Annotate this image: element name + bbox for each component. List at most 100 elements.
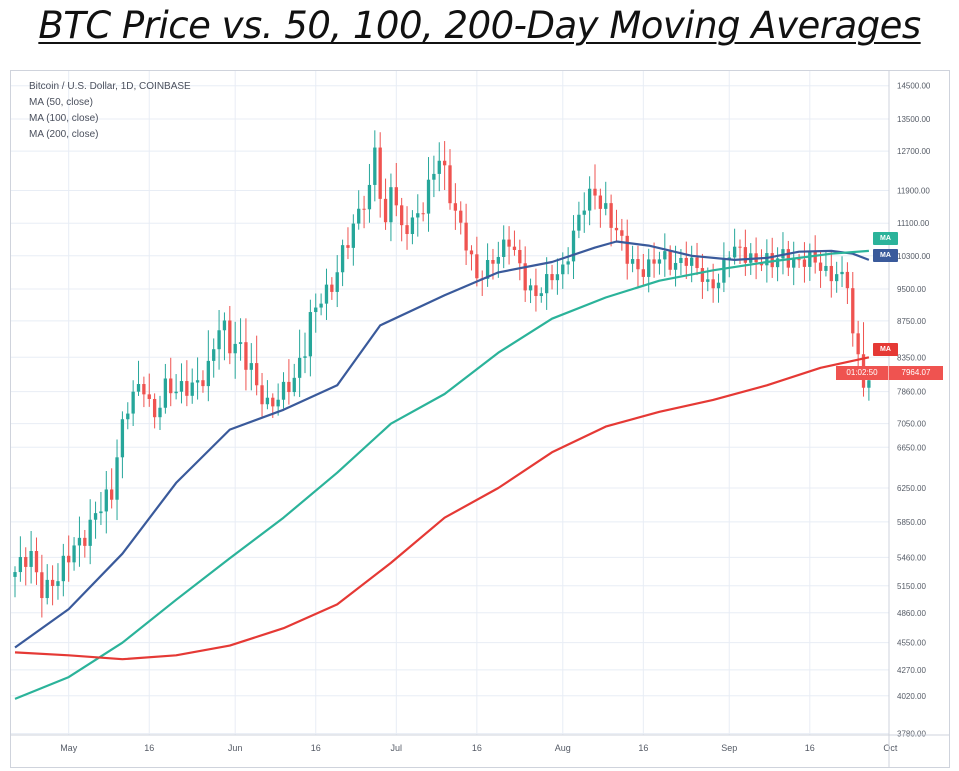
candle-down [523, 263, 527, 291]
candle-down [169, 378, 173, 394]
legend-ma100: MA (100, close) [29, 113, 99, 124]
candle-up [571, 230, 576, 262]
candle-up [324, 284, 329, 304]
candle-up [663, 251, 667, 260]
candle-up [840, 271, 844, 275]
candle-up [179, 381, 184, 392]
candle-up [657, 259, 662, 264]
candle-up [45, 579, 49, 599]
candle-up [104, 489, 108, 512]
candle-down [593, 188, 597, 196]
y-tick-label: 5460.00 [897, 553, 926, 562]
ma50-line [14, 240, 870, 649]
y-tick-label: 11100.00 [897, 219, 930, 228]
candle-down [700, 268, 705, 282]
candle-up [765, 253, 769, 266]
candle-up [217, 330, 221, 350]
candle-down [244, 342, 248, 370]
y-tick-label: 14500.00 [897, 82, 931, 91]
candle-up [276, 399, 280, 407]
candle-down [287, 381, 291, 393]
candle-down [818, 262, 823, 271]
candle-up [357, 208, 361, 224]
last-price-tag: 01:02:50 7964.07 [836, 366, 943, 380]
ma100-line [14, 249, 869, 700]
candle-down [598, 195, 603, 209]
ma200-price-tag: MA [873, 343, 898, 356]
candle-down [152, 398, 157, 418]
candle-down [668, 251, 672, 270]
candle-up [587, 188, 592, 211]
candle-up [582, 210, 586, 215]
x-tick-label: May [60, 743, 78, 753]
candle-up [136, 384, 141, 392]
candle-up [249, 363, 253, 370]
candle-down [459, 210, 463, 223]
candle-down [620, 230, 624, 236]
candle-up [319, 303, 323, 308]
candle-up [706, 279, 710, 282]
candle-up [389, 187, 393, 223]
candle-up [265, 397, 270, 405]
candle-down [802, 259, 807, 267]
candle-down [684, 257, 688, 266]
candle-up [120, 419, 125, 458]
candle-down [110, 489, 114, 500]
x-tick-label: 16 [144, 743, 154, 753]
candle-down [394, 187, 398, 206]
candle-up [496, 256, 500, 264]
candle-up [206, 360, 210, 387]
candle-up [867, 380, 871, 388]
candle-down [383, 198, 388, 223]
candle-up [314, 307, 318, 313]
candle-up [716, 282, 721, 289]
candle-down [228, 320, 232, 354]
x-tick-label: Aug [555, 743, 571, 753]
candle-up [238, 342, 243, 344]
candle-up [485, 260, 490, 279]
candle-down [469, 250, 474, 255]
candle-up [77, 537, 82, 546]
candle-down [641, 269, 645, 277]
candle-up [88, 519, 92, 546]
candle-down [625, 235, 629, 264]
candle-up [367, 184, 372, 210]
candle-down [255, 363, 259, 386]
y-tick-label: 9500.00 [897, 285, 926, 294]
candle-up [722, 259, 726, 283]
y-tick-label: 13500.00 [897, 115, 931, 124]
candle-down [271, 397, 275, 407]
candle-down [550, 274, 554, 281]
candle-down [330, 284, 334, 292]
candle-up [502, 239, 506, 257]
y-tick-label: 7050.00 [897, 420, 926, 429]
y-tick-label: 8350.00 [897, 353, 926, 362]
candle-down [201, 380, 205, 387]
legend-ma50: MA (50, close) [29, 97, 93, 108]
candle-up [72, 545, 76, 563]
axes: 3780.00 4020.00 4270.00 4550.00 4860.00 5150.… [11, 71, 949, 767]
candle-up [775, 258, 780, 268]
y-tick-label: 4020.00 [897, 692, 926, 701]
candle-down [142, 384, 146, 395]
candle-up [158, 407, 162, 418]
candle-down [856, 333, 860, 355]
candle-up [792, 259, 796, 268]
candle-down [362, 208, 366, 210]
candle-up [432, 173, 436, 180]
chart-panel[interactable]: 3780.00 4020.00 4270.00 4550.00 4860.00 5150.… [10, 70, 950, 768]
candle-down [40, 572, 44, 599]
candle-up [566, 261, 570, 265]
candle-up [190, 382, 194, 396]
price-chart[interactable]: 3780.00 4020.00 4270.00 4550.00 4860.00 5150.… [11, 71, 949, 767]
x-tick-label: 16 [805, 743, 815, 753]
candle-down [24, 557, 28, 567]
candle-down [453, 203, 458, 211]
candle-down [797, 259, 801, 261]
candle-down [400, 205, 404, 226]
x-tick-label: 16 [311, 743, 321, 753]
ma50-price-tag: MA [873, 249, 898, 262]
moving-averages [14, 240, 870, 700]
candle-down [475, 254, 479, 279]
candle-up [561, 264, 565, 275]
